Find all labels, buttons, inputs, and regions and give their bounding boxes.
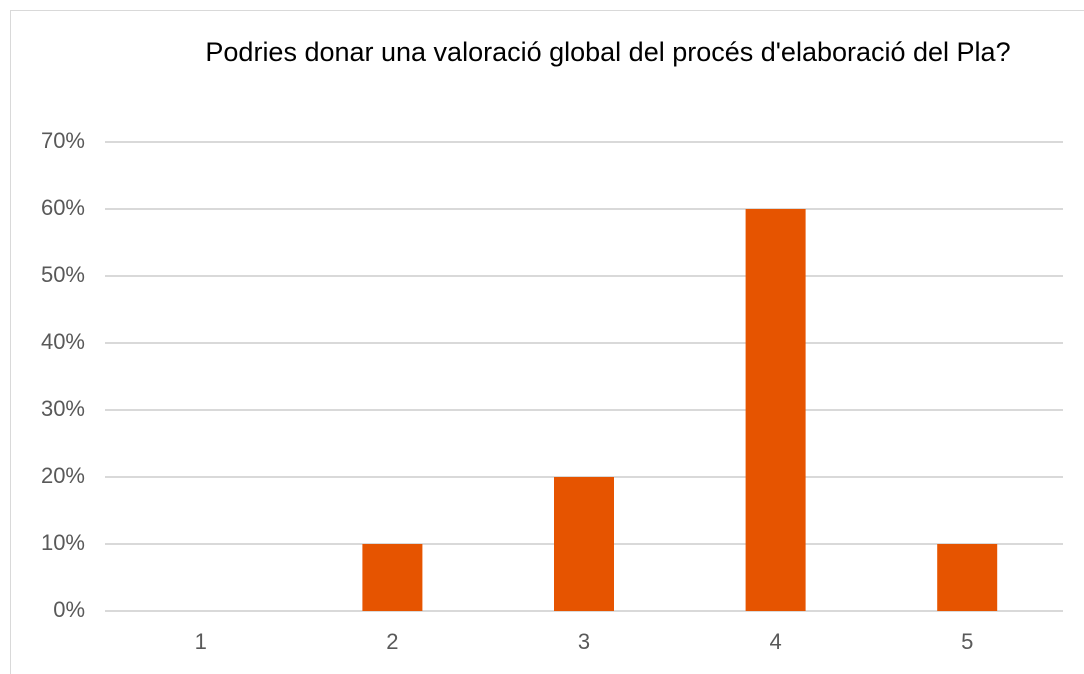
x-tick-label: 2	[386, 629, 398, 654]
x-tick-label: 1	[195, 629, 207, 654]
y-tick-label: 40%	[41, 329, 85, 354]
bar	[745, 209, 806, 611]
x-tick-label: 3	[578, 629, 590, 654]
y-tick-label: 60%	[41, 195, 85, 220]
chart-frame	[10, 10, 1084, 674]
y-tick-label: 70%	[41, 128, 85, 153]
y-tick-label: 50%	[41, 262, 85, 287]
y-tick-label: 10%	[41, 530, 85, 555]
y-tick-label: 0%	[53, 597, 85, 622]
x-tick-label: 5	[961, 629, 973, 654]
y-tick-label: 20%	[41, 463, 85, 488]
bar	[937, 544, 998, 611]
bar	[554, 477, 614, 611]
y-tick-label: 30%	[41, 396, 85, 421]
chart-title: Podries donar una valoració global del p…	[205, 37, 1011, 67]
x-tick-label: 4	[769, 629, 781, 654]
bar	[362, 544, 423, 611]
